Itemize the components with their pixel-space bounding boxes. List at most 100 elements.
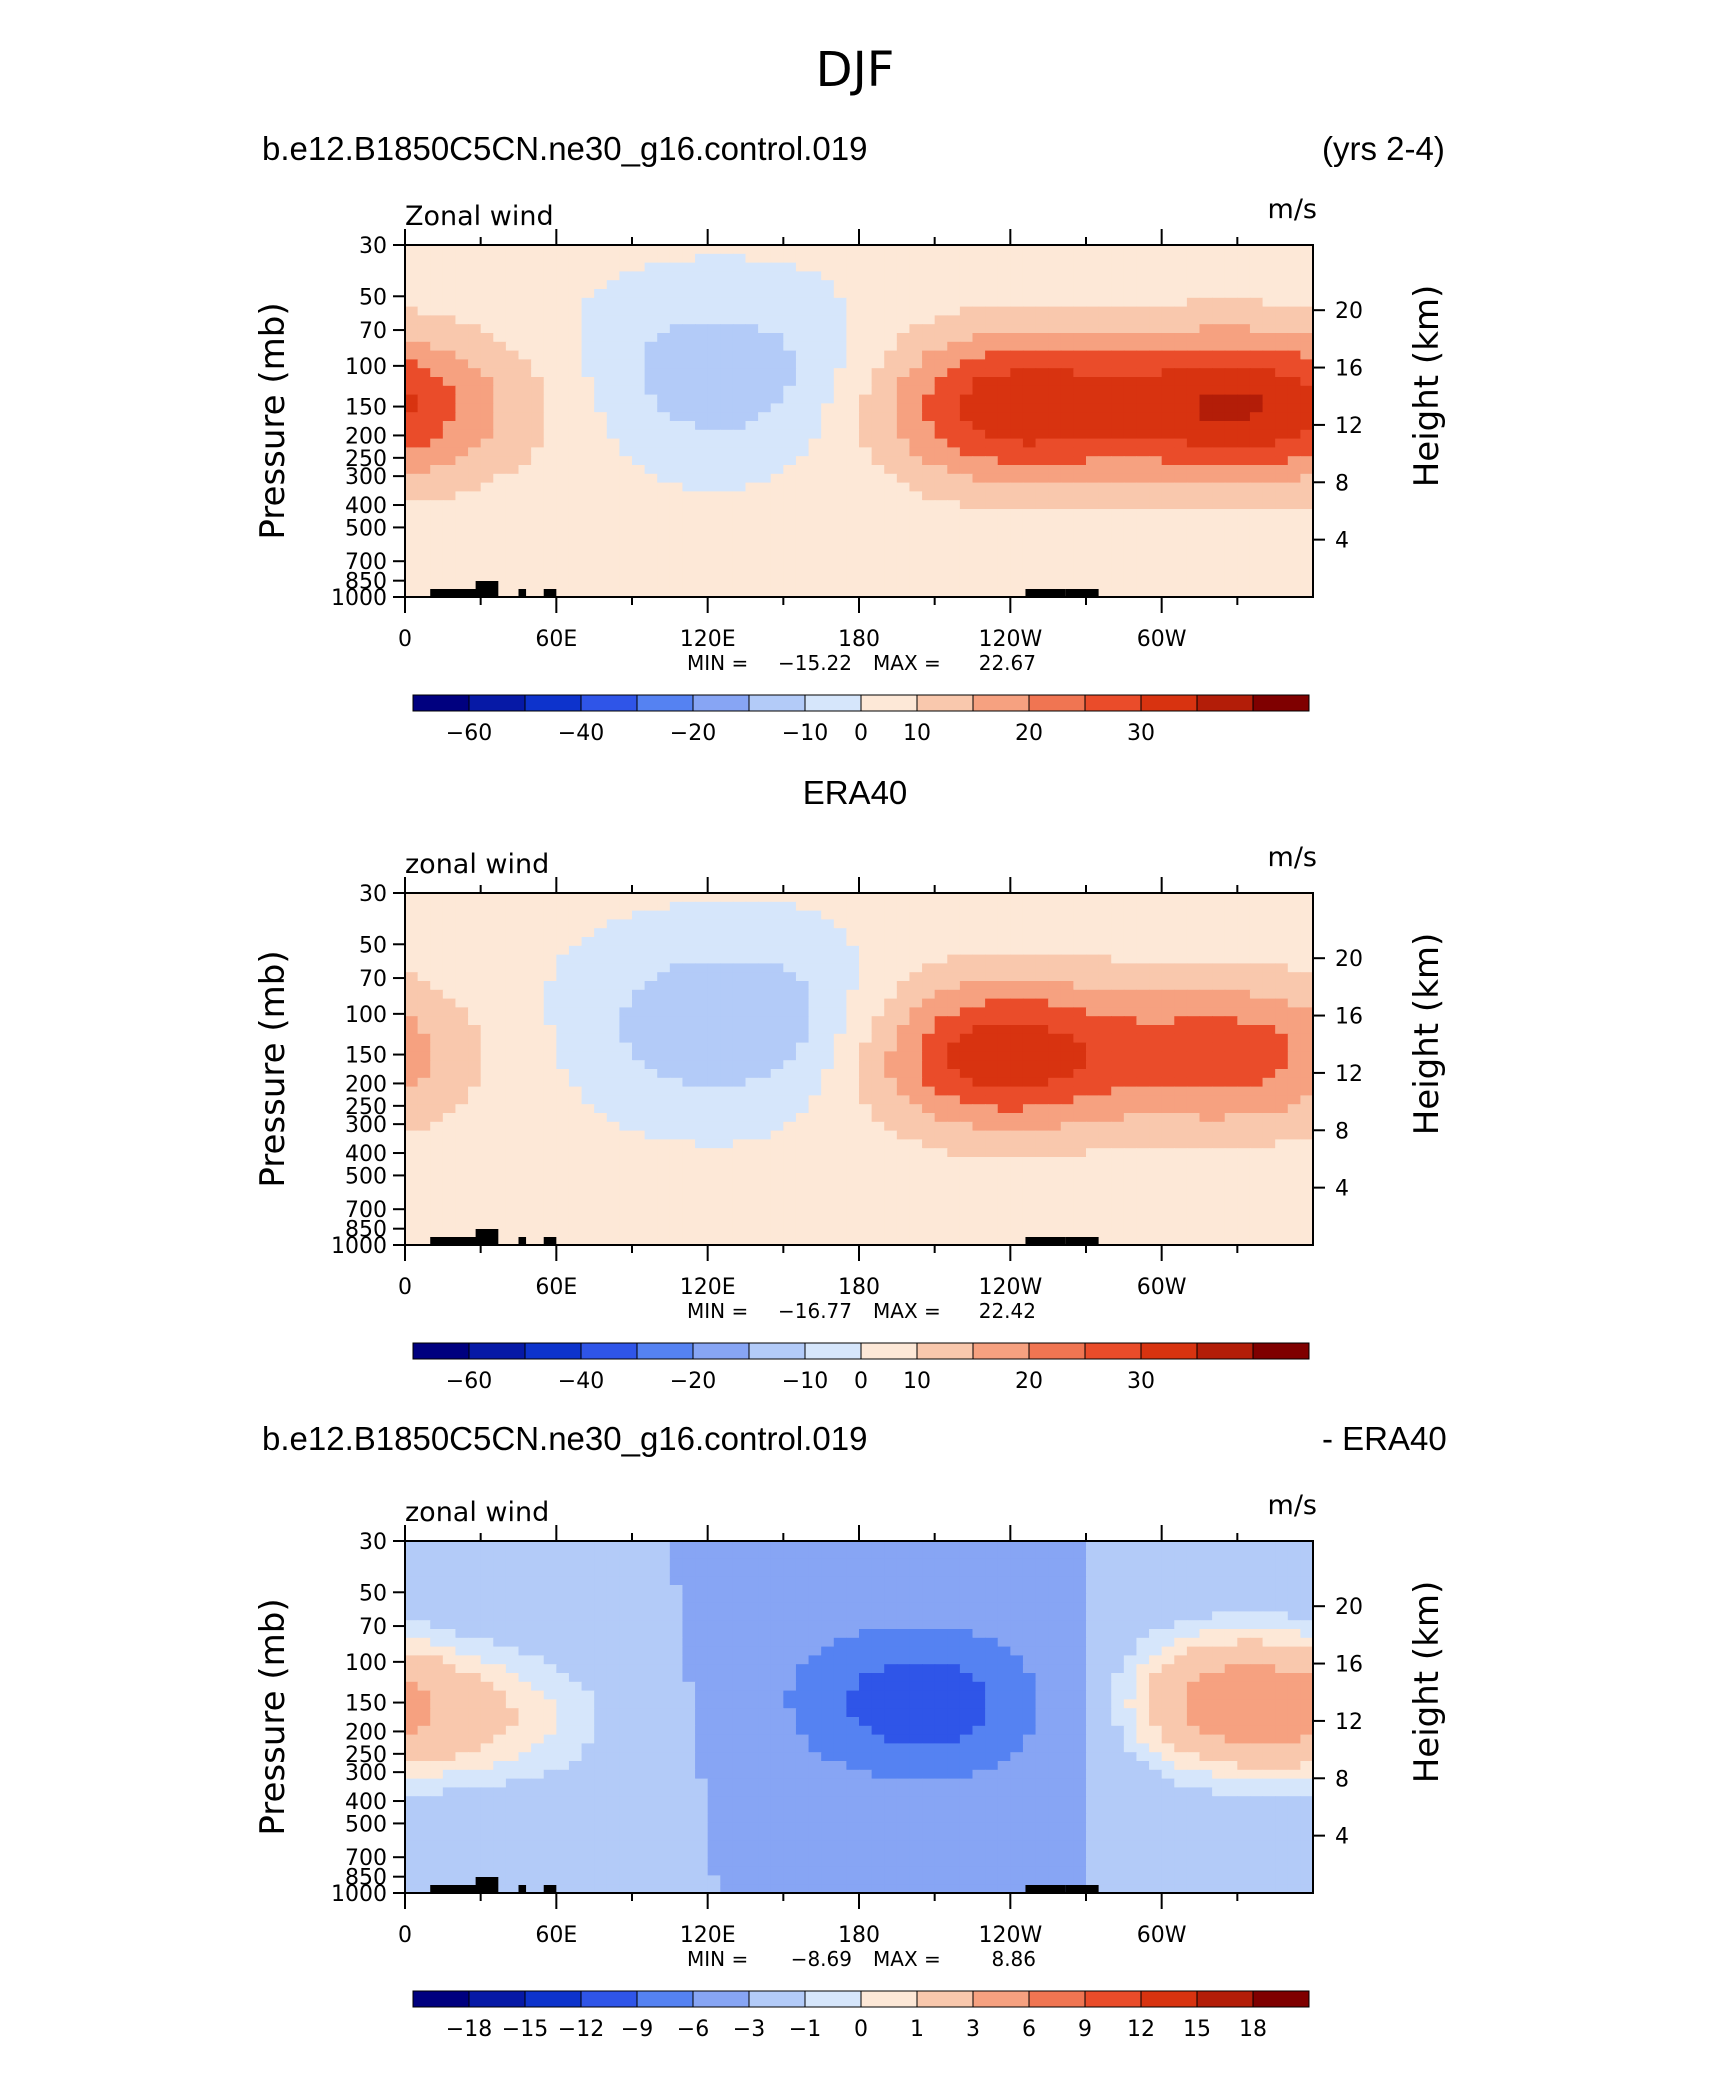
contour-cell xyxy=(405,954,419,964)
contour-cell xyxy=(1262,324,1276,334)
contour-cell xyxy=(505,491,520,501)
contour-cell xyxy=(1275,535,1289,545)
contour-cell xyxy=(934,989,948,1000)
contour-cell xyxy=(1022,262,1037,272)
contour-cell xyxy=(1060,945,1074,956)
contour-cell xyxy=(707,306,721,316)
contour-cell xyxy=(1098,253,1112,264)
contour-cell xyxy=(833,271,847,281)
contour-cell xyxy=(795,1077,810,1088)
contour-cell xyxy=(821,553,835,563)
contour-cell xyxy=(1262,253,1276,264)
contour-cell xyxy=(1073,1060,1087,1070)
contour-cell xyxy=(543,500,557,510)
contour-cell xyxy=(1123,553,1138,563)
colorbar-label: 0 xyxy=(854,721,868,746)
contour-cell xyxy=(732,535,747,545)
contour-cell xyxy=(619,570,633,580)
contour-cell xyxy=(707,473,721,484)
contour-cell xyxy=(959,456,974,466)
contour-cell xyxy=(405,421,419,431)
contour-cell xyxy=(745,1121,759,1132)
contour-cell xyxy=(1086,937,1100,947)
contour-cell xyxy=(644,315,658,325)
contour-cell xyxy=(480,901,494,912)
contour-cell xyxy=(568,1113,583,1123)
contour-cell xyxy=(997,482,1011,492)
contour-cell xyxy=(745,333,759,343)
contour-cell xyxy=(997,359,1011,369)
contour-cell xyxy=(846,1121,860,1132)
contour-cell xyxy=(1086,535,1100,545)
contour-cell xyxy=(1161,553,1175,563)
contour-cell xyxy=(405,1121,419,1132)
contour-cell xyxy=(594,553,608,563)
contour-cell xyxy=(1237,1060,1251,1070)
contour-cell xyxy=(619,262,633,272)
contour-cell xyxy=(543,438,557,448)
contour-cell xyxy=(821,262,835,272)
contour-cell xyxy=(985,1077,999,1088)
contour-cell xyxy=(1098,465,1112,475)
contour-cell xyxy=(985,359,999,369)
contour-cell xyxy=(1149,972,1163,982)
contour-cell xyxy=(505,544,520,554)
y-right-tick-label: 12 xyxy=(1335,414,1363,439)
contour-cell xyxy=(1186,517,1201,528)
contour-cell xyxy=(732,928,747,938)
contour-cell xyxy=(1237,368,1251,378)
contour-cell xyxy=(1275,1104,1289,1114)
contour-cell xyxy=(972,954,986,964)
contour-cell xyxy=(417,333,431,343)
contour-cell xyxy=(644,350,658,360)
contour-cell xyxy=(543,1113,557,1123)
contour-cell xyxy=(783,570,797,580)
contour-cell xyxy=(568,998,583,1008)
contour-cell xyxy=(657,526,671,536)
contour-cell xyxy=(455,1025,469,1035)
contour-cell xyxy=(417,500,431,510)
contour-cell xyxy=(997,403,1011,413)
contour-cell xyxy=(468,1121,482,1132)
contour-cell xyxy=(997,1060,1011,1070)
contour-cell xyxy=(568,1051,583,1061)
contour-cell xyxy=(808,1069,822,1079)
contour-cell xyxy=(934,910,948,920)
contour-cell xyxy=(1035,412,1049,422)
contour-cell xyxy=(884,438,898,448)
contour-cell xyxy=(821,1007,835,1017)
contour-cell xyxy=(1123,438,1138,448)
contour-cell xyxy=(1287,306,1301,316)
contour-cell xyxy=(896,963,911,973)
contour-cell xyxy=(1199,297,1213,308)
contour-cell xyxy=(833,1025,847,1035)
contour-cell xyxy=(770,570,784,580)
contour-cell xyxy=(682,280,696,290)
contour-cell xyxy=(947,954,961,964)
contour-cell xyxy=(934,491,948,501)
contour-cell xyxy=(1073,473,1087,484)
contour-cell xyxy=(808,963,822,973)
contour-cell xyxy=(518,333,532,343)
contour-cell xyxy=(1086,972,1100,982)
contour-cell xyxy=(871,989,885,1000)
contour-cell xyxy=(632,509,646,519)
contour-cell xyxy=(745,998,759,1008)
contour-cell xyxy=(758,526,772,536)
contour-cell xyxy=(1249,1113,1264,1123)
contour-cell xyxy=(568,368,583,378)
contour-cell xyxy=(606,473,620,484)
contour-cell xyxy=(619,910,633,920)
contour-cell xyxy=(934,482,948,492)
contour-cell xyxy=(430,1007,444,1017)
contour-cell xyxy=(720,271,734,281)
contour-cell xyxy=(1086,350,1100,360)
contour-cell xyxy=(833,368,847,378)
contour-cell xyxy=(1136,482,1150,492)
contour-cell xyxy=(821,535,835,545)
contour-cell xyxy=(745,1042,759,1052)
contour-cell xyxy=(1186,928,1201,938)
contour-cell xyxy=(606,526,620,536)
contour-cell xyxy=(707,500,721,510)
contour-cell xyxy=(468,245,482,255)
